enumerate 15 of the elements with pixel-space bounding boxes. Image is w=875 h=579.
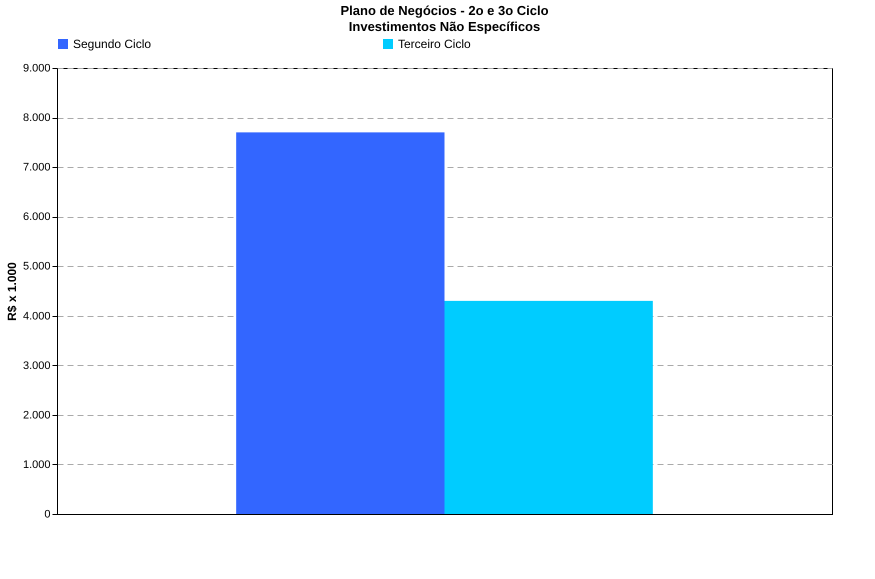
y-tick-label: 6.000 [22,211,50,224]
y-tick-label: 3.000 [22,360,50,372]
y-tick-label: 1.000 [22,458,50,471]
y-tick-label: 0 [44,508,50,520]
y-tick-label: 7.000 [22,162,50,174]
chart-subtitle: Investimentos Não Específicos [348,19,540,34]
y-tick-label: 8.000 [22,112,50,124]
chart-title: Plano de Negócios - 2o e 3o Ciclo [340,3,549,18]
y-tick-label: 5.000 [22,260,50,273]
y-tick-label: 2.000 [22,409,50,422]
legend-label: Segundo Ciclo [73,37,152,51]
y-axis-title: R$ x 1.000 [4,262,19,321]
y-tick-label: 4.000 [22,310,50,322]
legend-label: Terceiro Ciclo [398,37,472,51]
y-tick-label: 9.000 [22,62,50,74]
